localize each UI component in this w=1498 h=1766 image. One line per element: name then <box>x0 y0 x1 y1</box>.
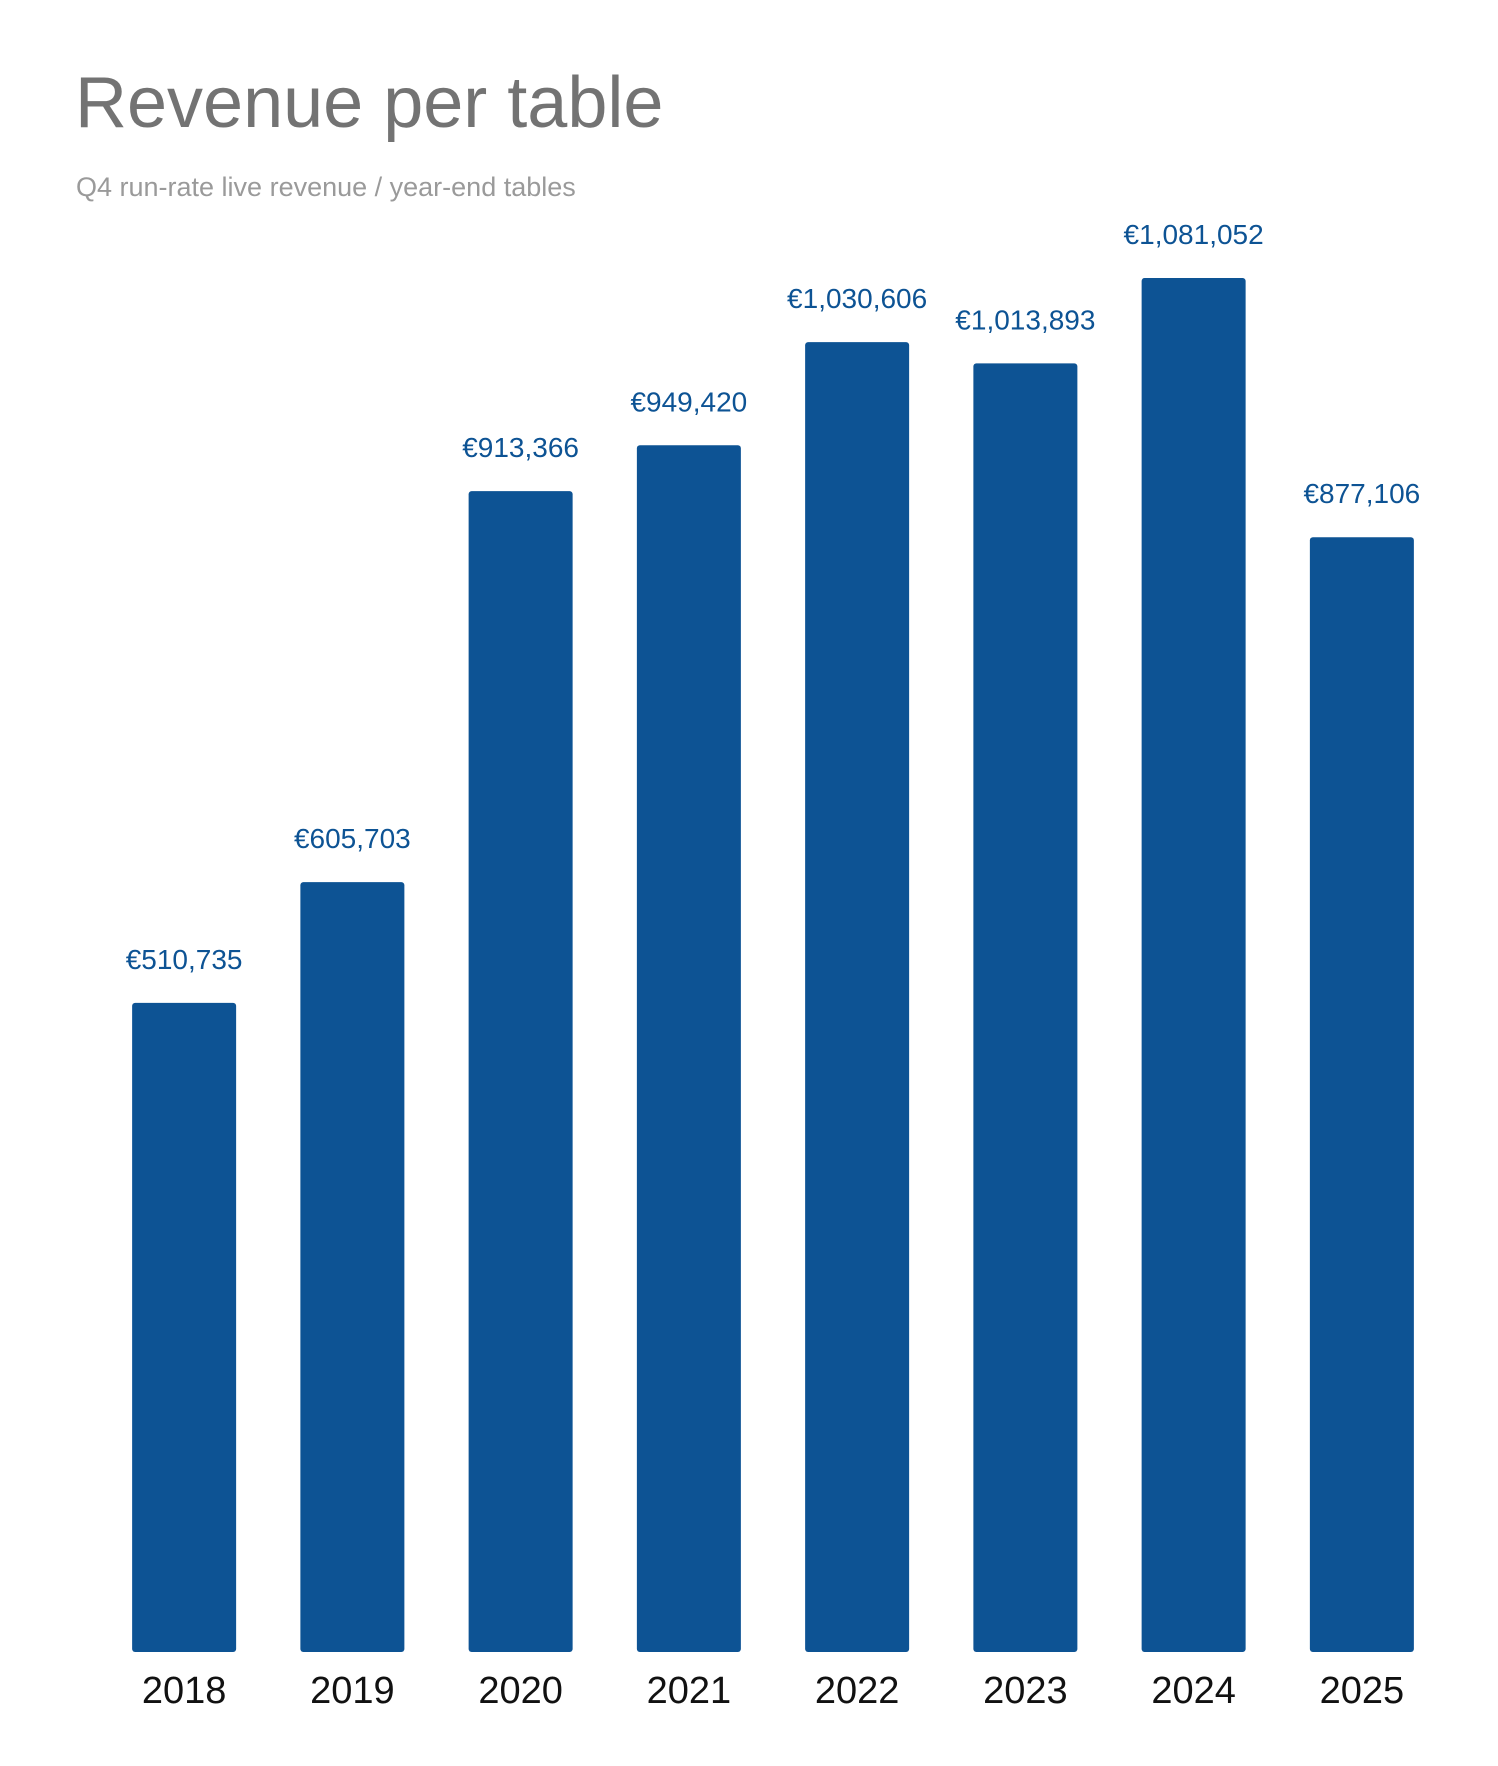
chart-subtitle: Q4 run-rate live revenue / year-end tabl… <box>76 172 576 202</box>
data-label-2019: €605,703 <box>294 823 411 854</box>
data-label-2023: €1,013,893 <box>955 304 1095 335</box>
bar-2025 <box>1309 537 1414 1652</box>
x-tick-label-2022: 2022 <box>815 1670 900 1712</box>
bars-layer <box>132 278 1414 1653</box>
bar-2021 <box>636 445 741 1652</box>
x-tick-label-2018: 2018 <box>142 1670 227 1712</box>
data-label-2022: €1,030,606 <box>787 283 927 314</box>
x-tick-label-2021: 2021 <box>647 1670 732 1712</box>
bar-2023 <box>973 363 1078 1652</box>
x-tick-label-2019: 2019 <box>310 1670 395 1712</box>
data-label-2020: €913,366 <box>462 432 579 463</box>
x-tick-label-2024: 2024 <box>1151 1670 1236 1712</box>
bar-2022 <box>805 342 910 1652</box>
bar-2019 <box>300 882 405 1652</box>
data-label-2025: €877,106 <box>1303 478 1420 509</box>
bar-2020 <box>468 491 573 1653</box>
x-tick-label-2025: 2025 <box>1320 1670 1405 1712</box>
bar-2024 <box>1141 278 1246 1652</box>
x-axis-tick-labels: 2018 2019 2020 2021 2022 2023 2024 2025 <box>142 1670 1404 1712</box>
data-label-2018: €510,735 <box>126 944 243 975</box>
data-label-2021: €949,420 <box>630 386 747 417</box>
data-label-2024: €1,081,052 <box>1124 219 1264 250</box>
chart-title: Revenue per table <box>75 63 664 143</box>
bar-2018 <box>132 1002 237 1652</box>
x-tick-label-2020: 2020 <box>478 1670 563 1712</box>
x-tick-label-2023: 2023 <box>983 1670 1068 1712</box>
value-labels-layer: €510,735 €605,703 €913,366 €949,420 €1,030,6… <box>126 219 1421 975</box>
